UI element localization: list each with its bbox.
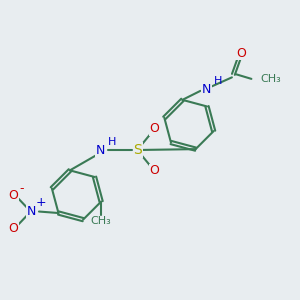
Text: CH₃: CH₃ [91, 216, 112, 226]
Text: O: O [8, 221, 18, 235]
Text: O: O [236, 47, 246, 60]
Text: N: N [27, 205, 36, 218]
Text: N: N [96, 143, 105, 157]
Text: H: H [214, 76, 222, 86]
Text: O: O [8, 188, 18, 202]
Text: H: H [108, 136, 116, 147]
Text: O: O [150, 164, 159, 178]
Text: +: + [35, 196, 46, 209]
Text: -: - [20, 182, 24, 195]
Text: N: N [202, 83, 211, 96]
Text: CH₃: CH₃ [260, 74, 281, 84]
Text: O: O [150, 122, 159, 136]
Text: S: S [134, 143, 142, 157]
